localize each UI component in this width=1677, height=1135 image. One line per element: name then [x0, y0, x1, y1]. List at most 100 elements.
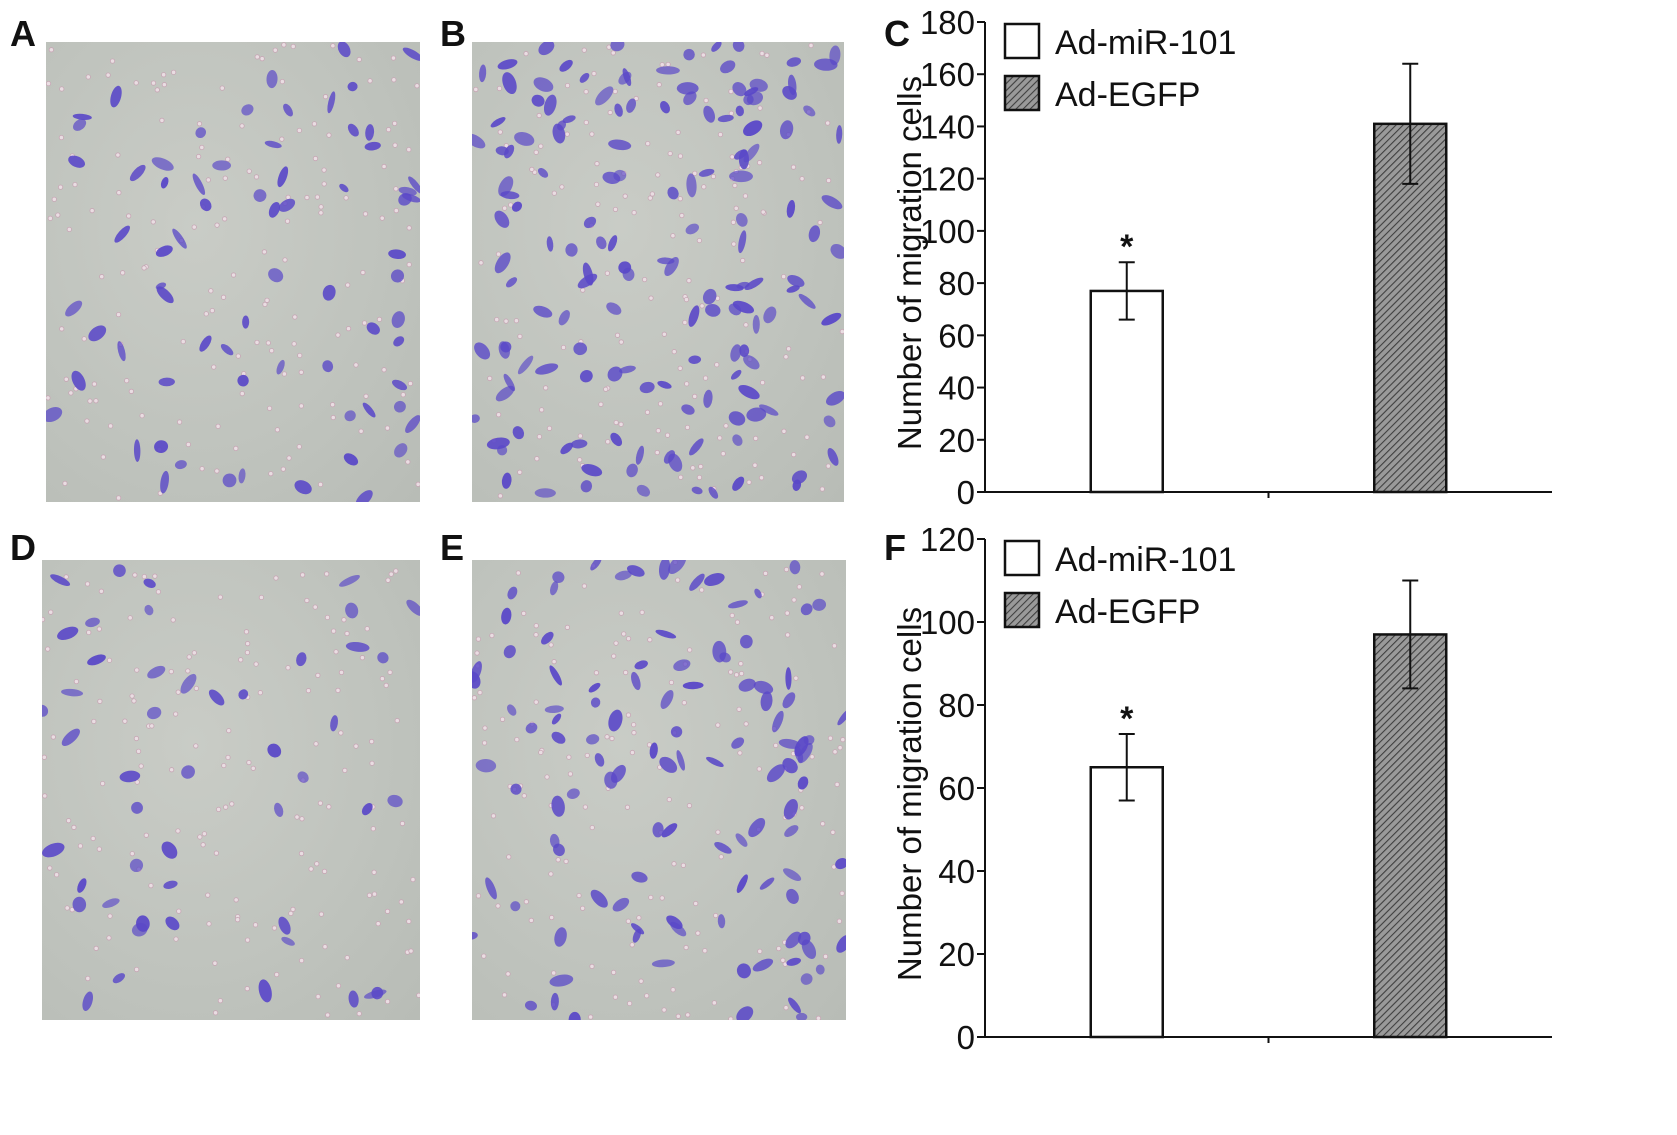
stained-cell: [622, 68, 632, 87]
stained-cell: [507, 704, 517, 716]
membrane-pore: [124, 378, 130, 384]
membrane-pore: [134, 966, 140, 973]
membrane-pore: [106, 657, 113, 663]
membrane-pore: [120, 270, 126, 276]
membrane-pore: [495, 903, 501, 909]
stained-cell: [655, 629, 677, 639]
membrane-pore: [800, 375, 806, 381]
stained-cell: [754, 588, 762, 599]
membrane-pore: [258, 594, 265, 601]
membrane-pore: [627, 1000, 633, 1007]
membrane-pore: [150, 219, 156, 225]
stained-cell: [614, 103, 623, 117]
stained-cell: [636, 484, 651, 497]
membrane-pore: [325, 1012, 331, 1018]
stained-cell: [238, 468, 246, 484]
stained-cell: [192, 173, 206, 196]
membrane-pore: [85, 74, 91, 80]
membrane-pore: [235, 353, 241, 359]
membrane-pore: [472, 695, 477, 701]
membrane-pore: [254, 54, 260, 60]
membrane-pore: [839, 890, 845, 896]
membrane-pore: [410, 876, 416, 883]
stained-cell: [366, 322, 380, 335]
membrane-pore: [625, 712, 632, 718]
membrane-pore: [840, 737, 846, 743]
membrane-pore: [649, 191, 655, 197]
membrane-pore: [655, 172, 661, 178]
stained-cell: [181, 765, 195, 779]
stained-cell: [504, 144, 515, 159]
stained-cell: [472, 414, 480, 423]
membrane-pore: [642, 276, 648, 283]
membrane-pore: [292, 314, 298, 320]
membrane-pore: [581, 583, 587, 589]
membrane-pore: [631, 730, 637, 736]
stained-cell: [798, 293, 816, 309]
membrane-pore: [580, 905, 586, 911]
stained-cell: [119, 770, 141, 783]
membrane-pore: [639, 609, 645, 615]
membrane-pore: [384, 998, 391, 1005]
membrane-pore: [692, 393, 698, 399]
membrane-pore: [589, 131, 595, 137]
membrane-pore: [335, 687, 341, 693]
y-tick-label: 120: [920, 161, 975, 198]
membrane-pore: [736, 706, 742, 712]
membrane-pore: [799, 176, 805, 182]
membrane-pore: [781, 428, 787, 434]
membrane-pore: [611, 653, 617, 659]
membrane-pore: [148, 883, 154, 889]
membrane-pore: [63, 376, 69, 382]
membrane-pore: [538, 749, 544, 756]
stained-cell: [783, 868, 802, 881]
stained-cell: [550, 992, 559, 1011]
membrane-pore: [406, 225, 412, 231]
membrane-pore: [661, 1007, 667, 1013]
membrane-pore: [752, 462, 758, 468]
membrane-pore: [692, 170, 698, 176]
stained-cell: [729, 170, 753, 183]
membrane-pore: [376, 316, 383, 322]
stained-cell: [565, 243, 578, 257]
membrane-pore: [388, 571, 394, 577]
membrane-pore: [734, 619, 741, 625]
membrane-pore: [618, 421, 624, 427]
membrane-pore: [687, 647, 693, 653]
stained-cell: [656, 66, 680, 75]
stained-cell: [511, 201, 523, 212]
membrane-pore: [239, 123, 245, 129]
membrane-pore: [51, 196, 57, 202]
membrane-pore: [379, 215, 385, 221]
stained-cell: [632, 928, 642, 943]
stained-cell: [683, 91, 697, 106]
membrane-pore: [193, 743, 199, 749]
membrane-pore: [494, 316, 500, 323]
membrane-pore: [330, 43, 336, 49]
membrane-pore: [781, 274, 787, 280]
membrane-pore: [387, 669, 393, 675]
membrane-pore: [588, 1014, 594, 1020]
stained-cell: [786, 888, 799, 904]
stained-cell: [161, 841, 178, 859]
membrane-pore: [533, 623, 539, 629]
stained-cell: [800, 973, 813, 985]
membrane-pore: [536, 434, 543, 440]
membrane-pore: [219, 85, 225, 91]
membrane-pore: [152, 573, 158, 579]
stained-cell: [77, 878, 87, 893]
stained-cell: [165, 916, 180, 931]
membrane-pore: [212, 960, 218, 966]
membrane-pore: [593, 670, 600, 676]
stained-cell: [212, 160, 232, 171]
membrane-pore: [636, 915, 642, 921]
membrane-pore: [757, 948, 763, 954]
stained-cell: [394, 443, 408, 458]
stained-cell: [608, 709, 623, 732]
stained-cell: [472, 133, 486, 149]
stained-cell: [626, 463, 638, 478]
membrane-pore: [757, 160, 763, 166]
micrograph-cells-e: [472, 560, 846, 1020]
membrane-pore: [132, 572, 138, 578]
